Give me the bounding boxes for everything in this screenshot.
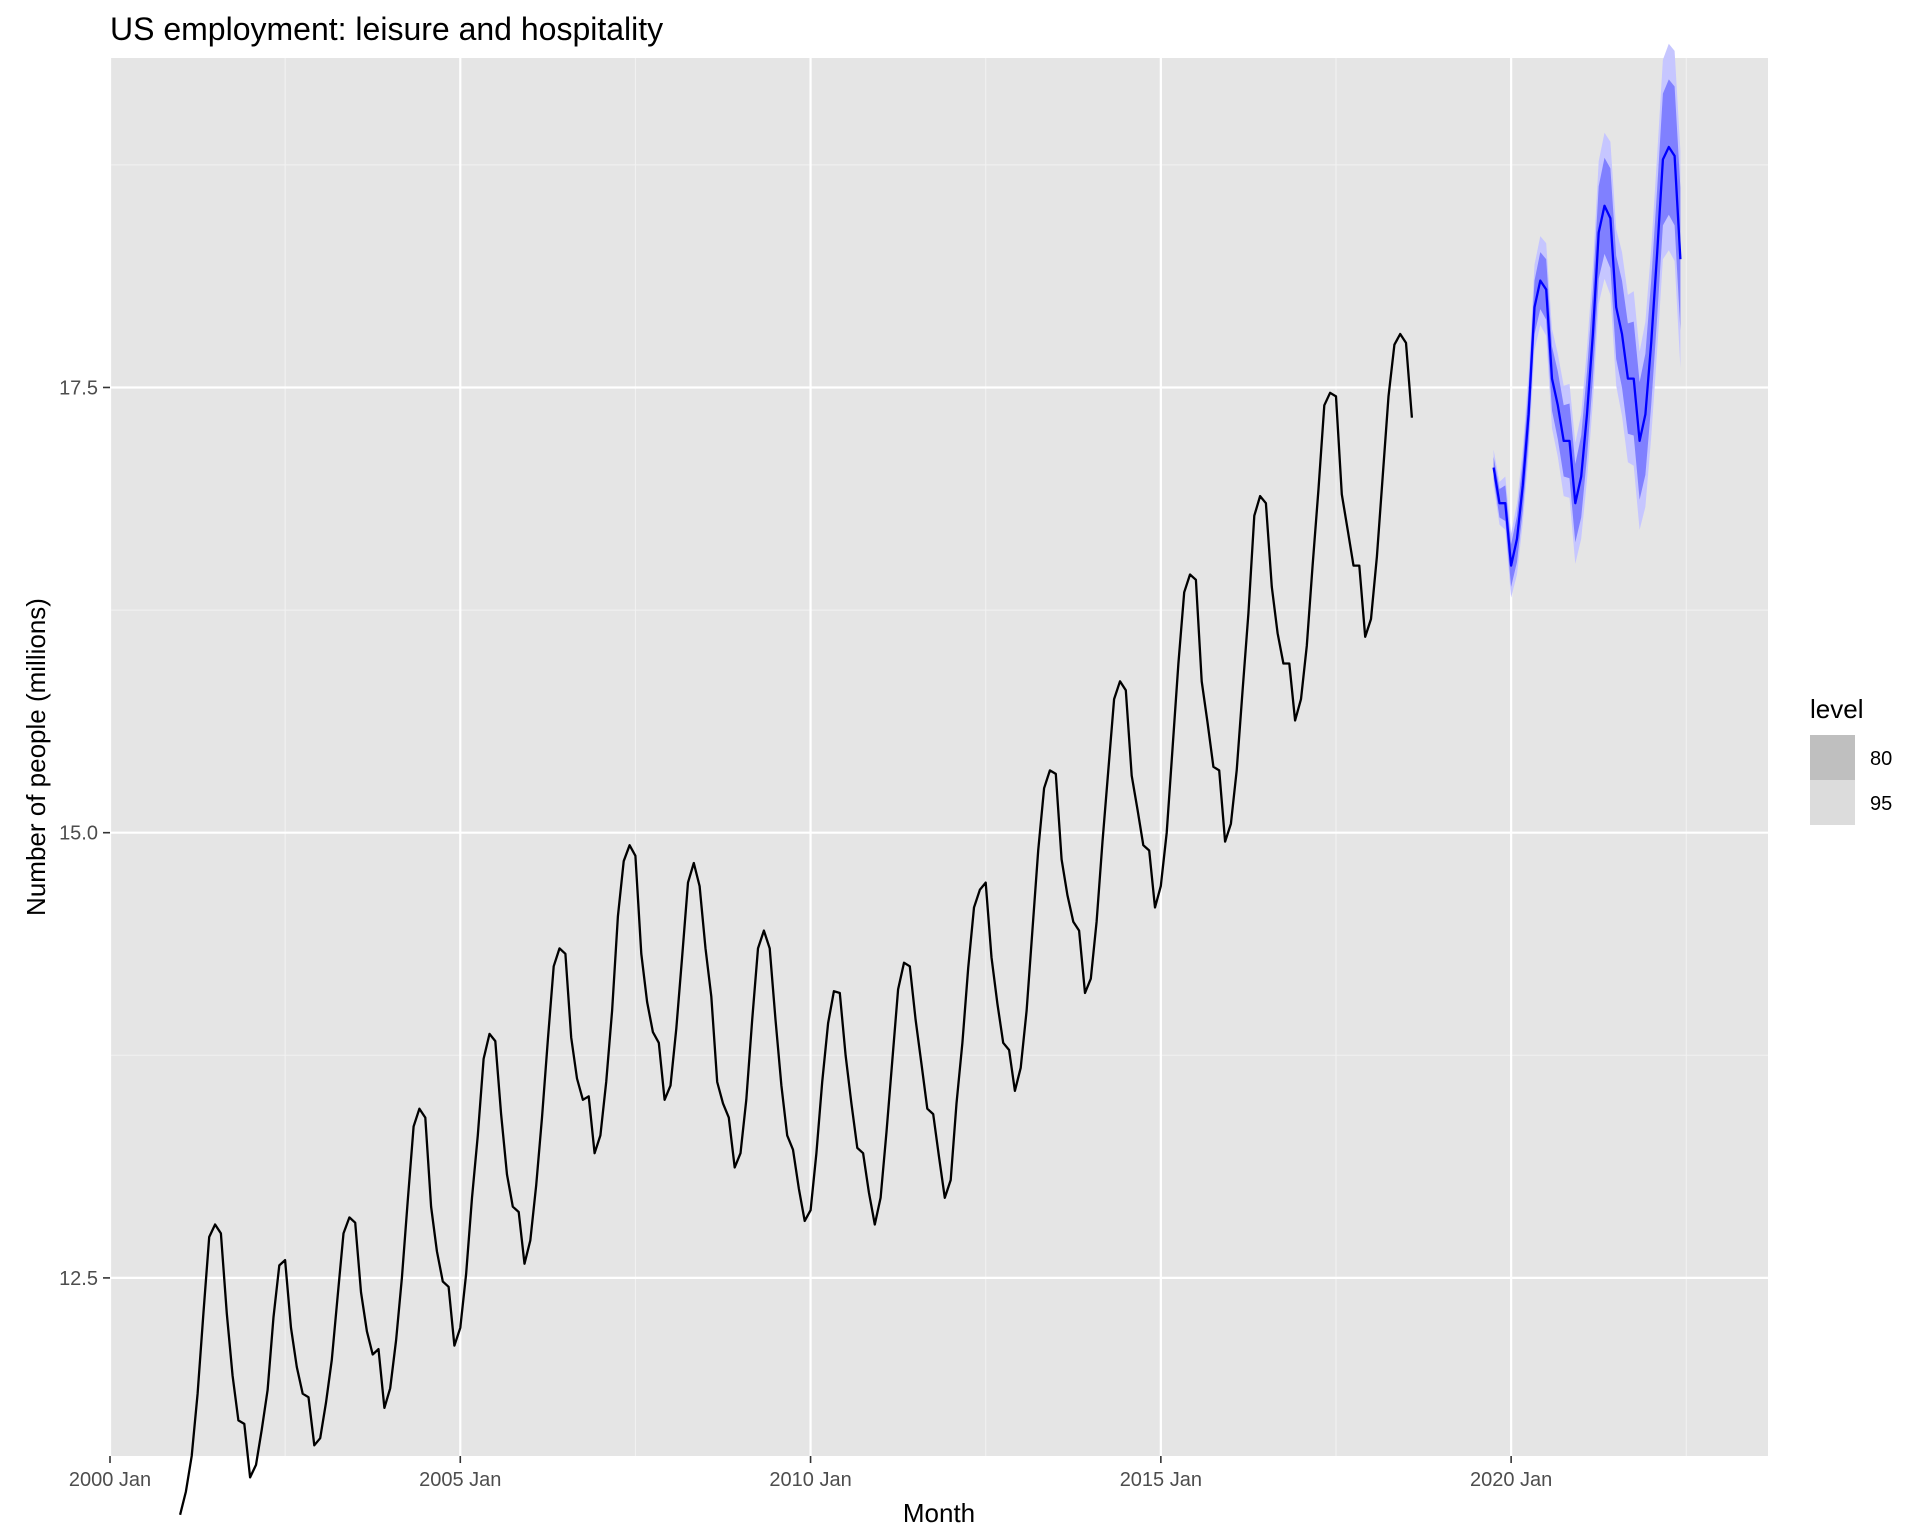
- plot-panel: [110, 58, 1768, 1456]
- minor-gridlines: [110, 58, 1768, 1456]
- y-tick-label: 17.5: [59, 377, 98, 399]
- legend-label-95: 95: [1870, 793, 1892, 815]
- interval-band-95: [1493, 43, 1681, 598]
- legend: level 80 95: [1810, 694, 1892, 825]
- y-axis-title: Number of people (millions): [21, 598, 51, 916]
- x-axis-title: Month: [903, 1498, 975, 1528]
- legend-key-95: [1810, 780, 1855, 825]
- chart-title: US employment: leisure and hospitality: [110, 11, 663, 47]
- legend-title: level: [1810, 694, 1863, 724]
- x-tick-label: 2000 Jan: [69, 1469, 151, 1491]
- legend-label-80: 80: [1870, 748, 1892, 770]
- y-tick-label: 15.0: [59, 823, 98, 845]
- observed-series-line: [178, 332, 1414, 1516]
- interval-band-80: [1493, 79, 1681, 587]
- legend-key-80: [1810, 735, 1855, 780]
- axes: 2000 Jan 2005 Jan 2010 Jan 2015 Jan 2020 Jan…: [59, 377, 1552, 1491]
- prediction-intervals: [1493, 43, 1681, 598]
- y-tick-label: 12.5: [59, 1268, 98, 1290]
- x-tick-label: 2020 Jan: [1470, 1469, 1552, 1491]
- series-lines: [178, 145, 1682, 1516]
- major-gridlines: [108, 58, 1768, 1456]
- x-tick-label: 2015 Jan: [1120, 1469, 1202, 1491]
- x-tick-label: 2010 Jan: [769, 1469, 851, 1491]
- x-tick-label: 2005 Jan: [419, 1469, 501, 1491]
- forecast-series-line: [1492, 145, 1682, 567]
